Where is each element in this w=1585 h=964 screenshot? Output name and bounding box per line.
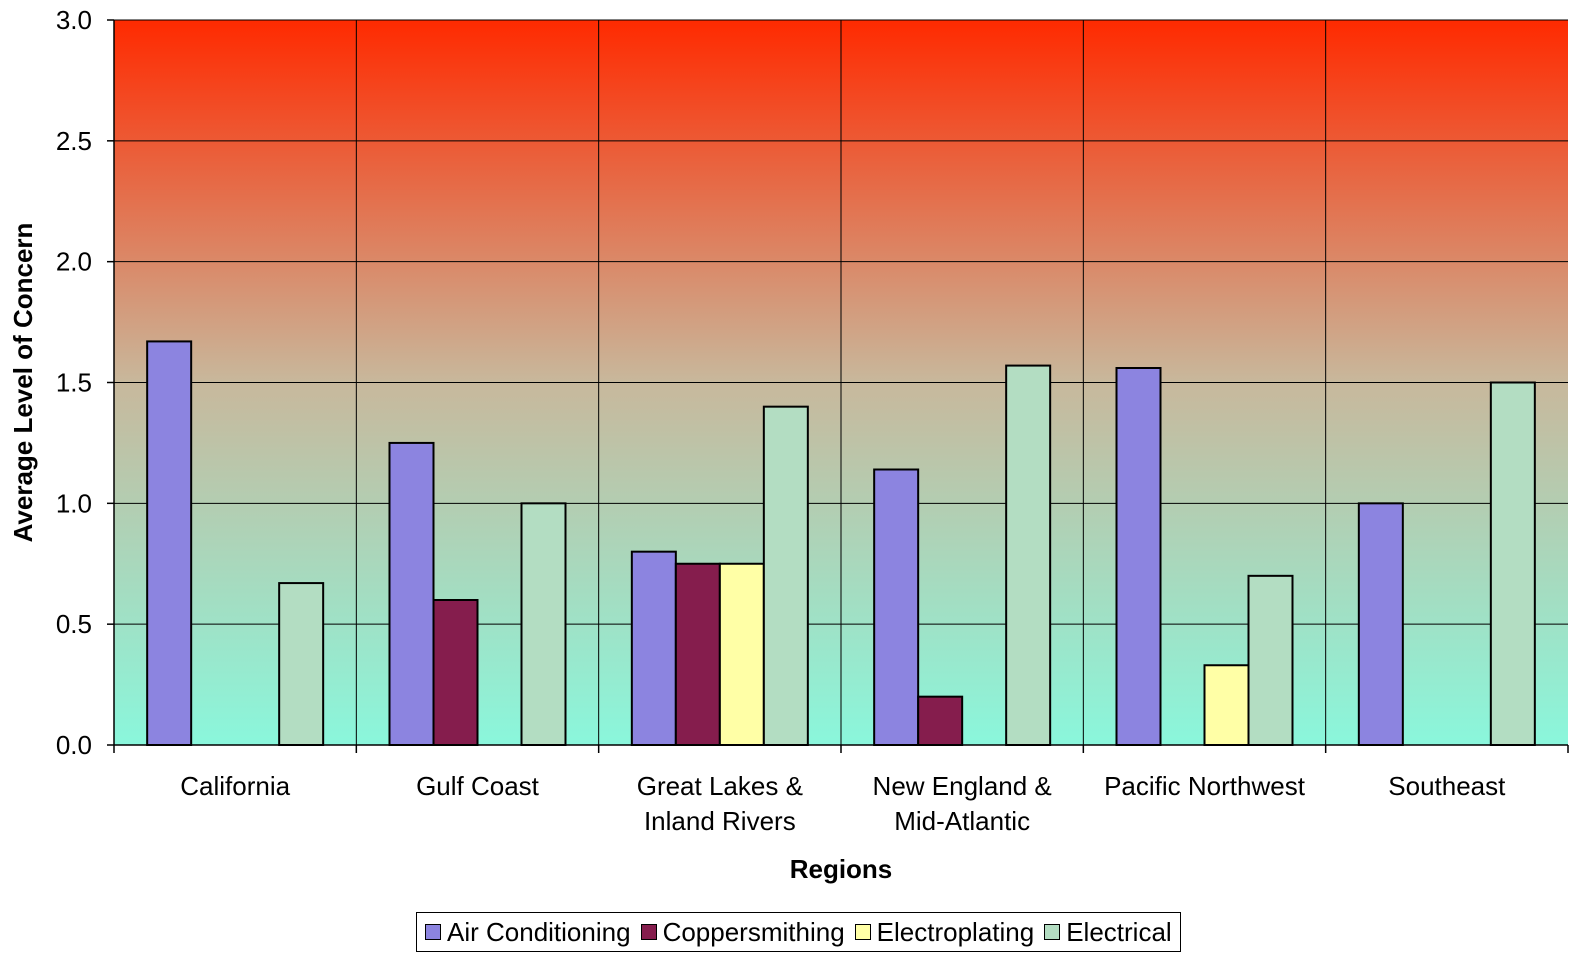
bar	[1203, 664, 1250, 746]
legend-label: Electroplating	[876, 916, 1035, 947]
bar	[718, 562, 765, 746]
bar	[630, 550, 677, 747]
y-tick-label: 3.0	[56, 5, 92, 35]
x-category-label: California	[180, 771, 290, 801]
bar	[1489, 381, 1536, 746]
bar	[520, 502, 567, 747]
bar	[388, 441, 435, 746]
legend-item: Electrical	[1044, 916, 1172, 948]
legend-swatch	[1044, 924, 1061, 940]
bar	[762, 405, 809, 746]
x-category-label: Mid-Atlantic	[894, 806, 1030, 836]
x-category-label: Great Lakes &	[637, 771, 803, 801]
x-axis-title: Regions	[790, 854, 893, 884]
bar	[917, 695, 964, 747]
x-category-label: Gulf Coast	[416, 771, 540, 801]
legend-swatch	[854, 924, 871, 940]
bar	[873, 468, 920, 746]
labels: 0.0 0.5 1.0 1.5 2.0 2.5 3.0 California Gulf Coas…	[56, 5, 1506, 836]
bar	[1357, 502, 1404, 747]
bar	[1247, 574, 1294, 746]
bars	[146, 340, 1536, 747]
legend-item: Air Conditioning	[425, 917, 631, 948]
legend-swatch	[640, 924, 657, 940]
bar	[1005, 364, 1052, 746]
bar	[674, 562, 721, 746]
y-tick-label: 2.5	[56, 126, 92, 156]
legend-item: Coppersmithing	[640, 916, 845, 948]
y-tick-label: 0.0	[56, 730, 92, 760]
x-category-label: Southeast	[1388, 771, 1506, 801]
y-tick-label: 2.0	[56, 247, 92, 277]
y-tick-label: 0.5	[56, 609, 92, 639]
y-tick-label: 1.5	[56, 368, 92, 398]
legend: Air Conditioning Coppersmithing Electropla…	[416, 912, 1181, 952]
bar	[432, 599, 479, 746]
x-category-label: Inland Rivers	[644, 806, 796, 836]
bar	[1115, 367, 1162, 746]
x-category-label: Pacific Northwest	[1104, 771, 1306, 801]
y-axis-title: Average Level of Concern	[8, 223, 38, 543]
legend-item: Electroplating	[854, 916, 1035, 948]
x-category-label: New England &	[873, 771, 1052, 801]
y-tick-label: 1.0	[56, 488, 92, 518]
legend-label: Coppersmithing	[662, 916, 845, 947]
gridlines	[114, 19, 1568, 746]
bar	[278, 582, 325, 746]
legend-label: Air Conditioning	[447, 916, 631, 947]
bar	[146, 340, 193, 746]
legend-label: Electrical	[1066, 916, 1172, 947]
axes	[107, 19, 1569, 753]
legend-swatch	[425, 924, 441, 940]
